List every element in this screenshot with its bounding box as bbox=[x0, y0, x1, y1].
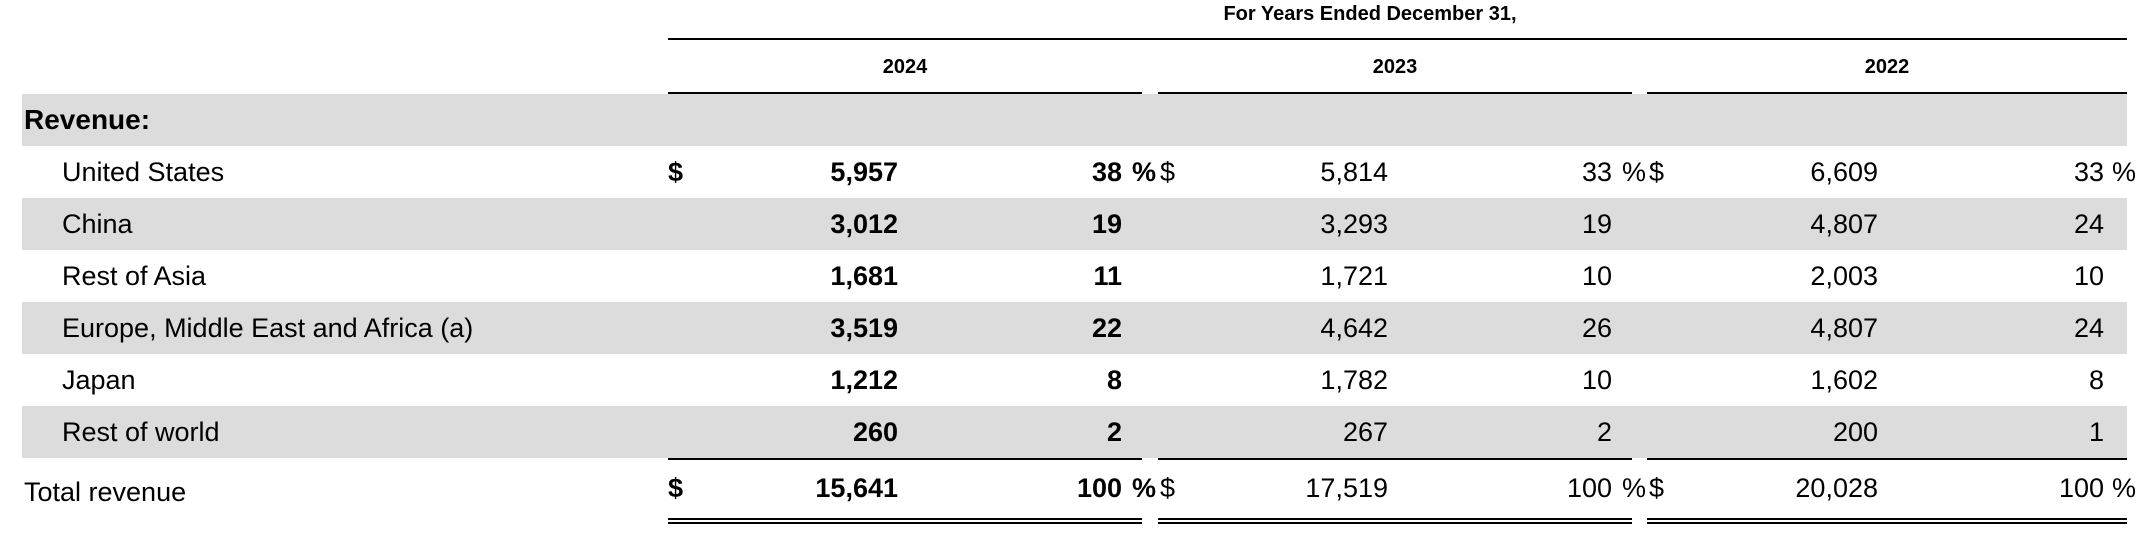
pct-2024: 2 bbox=[1106, 417, 1122, 447]
currency-symbol: $ bbox=[668, 473, 684, 503]
pct-2024: 11 bbox=[1093, 261, 1122, 291]
pct-2023: 10 bbox=[1581, 365, 1612, 395]
pct-2022: 24 bbox=[2073, 313, 2104, 343]
value-2024: 260 bbox=[852, 417, 898, 447]
pct-2023: 10 bbox=[1581, 261, 1612, 291]
currency-symbol: $ bbox=[1160, 157, 1176, 187]
row-label: Rest of Asia bbox=[62, 261, 207, 291]
pct-2022: 8 bbox=[2088, 365, 2104, 395]
value-2022: 1,602 bbox=[1810, 365, 1878, 395]
double-underline bbox=[1158, 518, 1632, 524]
total-pct-2022: 100 bbox=[2058, 473, 2104, 503]
total-pct-2024: 100 bbox=[1076, 473, 1122, 503]
pct-2022: 10 bbox=[2073, 261, 2104, 291]
year-2022-header: 2022 bbox=[1864, 56, 1910, 78]
value-2022: 4,807 bbox=[1810, 209, 1878, 239]
table-row: Rest of world 260 2 267 2 200 1 bbox=[22, 406, 2127, 458]
row-label: Rest of world bbox=[62, 417, 220, 447]
currency-symbol: $ bbox=[1649, 473, 1665, 503]
header-rule bbox=[668, 38, 2127, 40]
section-row bbox=[22, 94, 2127, 146]
percent-symbol: % bbox=[2112, 473, 2137, 503]
section-label: Revenue: bbox=[24, 104, 151, 135]
pct-2023: 33 bbox=[1581, 157, 1612, 187]
value-2023: 4,642 bbox=[1320, 313, 1388, 343]
total-2024: 15,641 bbox=[815, 473, 898, 503]
total-row: $ 15,641 100 % $ 17,519 100 % $ 20,028 1… bbox=[22, 462, 2136, 514]
pct-2022: 1 bbox=[2088, 417, 2104, 447]
pct-2022: 33 bbox=[2073, 157, 2104, 187]
value-2024: 1,681 bbox=[830, 261, 898, 291]
year-2023-header: 2023 bbox=[1372, 56, 1418, 78]
pct-2023: 19 bbox=[1581, 209, 1612, 239]
table-row: Japan 1,212 8 1,782 10 1,602 8 bbox=[22, 354, 2127, 406]
pct-2022: 24 bbox=[2073, 209, 2104, 239]
total-label: Total revenue bbox=[24, 477, 187, 507]
year-2023-underline bbox=[1158, 92, 1632, 94]
total-2022: 20,028 bbox=[1795, 473, 1878, 503]
value-2024: 3,012 bbox=[830, 209, 898, 239]
pct-2023: 2 bbox=[1596, 417, 1612, 447]
value-2024: 1,212 bbox=[830, 365, 898, 395]
percent-symbol: % bbox=[1622, 157, 1647, 187]
pct-2024: 8 bbox=[1106, 365, 1122, 395]
value-2022: 200 bbox=[1832, 417, 1878, 447]
total-2023: 17,519 bbox=[1305, 473, 1388, 503]
subtotal-rule-2022 bbox=[1647, 458, 2127, 460]
currency-symbol: $ bbox=[1160, 473, 1176, 503]
double-underline bbox=[1647, 518, 2127, 524]
table-row: Rest of Asia 1,681 11 1,721 10 2,003 10 bbox=[22, 250, 2127, 302]
pct-2024: 22 bbox=[1091, 313, 1122, 343]
percent-symbol: % bbox=[1132, 473, 1157, 503]
row-label: United States bbox=[62, 157, 225, 187]
year-2022-underline bbox=[1647, 92, 2127, 94]
value-2024: 3,519 bbox=[830, 313, 898, 343]
row-label: Japan bbox=[62, 365, 136, 395]
value-2024: 5,957 bbox=[830, 157, 898, 187]
pct-2024: 19 bbox=[1091, 209, 1122, 239]
year-2024-underline bbox=[668, 92, 1142, 94]
percent-symbol: % bbox=[2112, 157, 2137, 187]
row-label: Europe, Middle East and Africa (a) bbox=[62, 313, 474, 343]
table-row: China 3,012 19 3,293 19 4,807 24 bbox=[22, 198, 2127, 250]
total-pct-2023: 100 bbox=[1566, 473, 1612, 503]
value-2023: 5,814 bbox=[1320, 157, 1388, 187]
pct-2023: 26 bbox=[1581, 313, 1612, 343]
value-2022: 2,003 bbox=[1810, 261, 1878, 291]
percent-symbol: % bbox=[1132, 157, 1157, 187]
value-2023: 1,782 bbox=[1320, 365, 1388, 395]
year-2024-header: 2024 bbox=[882, 56, 928, 78]
double-underline bbox=[668, 518, 1142, 524]
value-2022: 4,807 bbox=[1810, 313, 1878, 343]
value-2022: 6,609 bbox=[1810, 157, 1878, 187]
currency-symbol: $ bbox=[1649, 157, 1665, 187]
row-label: China bbox=[62, 209, 133, 239]
pct-2024: 38 bbox=[1091, 157, 1122, 187]
table-row: United States $ 5,957 38 % $ 5,814 33 % … bbox=[22, 146, 2136, 198]
subtotal-rule-2024 bbox=[668, 458, 1142, 460]
percent-symbol: % bbox=[1622, 473, 1647, 503]
currency-symbol: $ bbox=[668, 157, 684, 187]
value-2023: 267 bbox=[1342, 417, 1388, 447]
value-2023: 1,721 bbox=[1320, 261, 1388, 291]
table-row: Europe, Middle East and Africa (a) 3,519… bbox=[22, 302, 2127, 354]
subtotal-rule-2023 bbox=[1158, 458, 1632, 460]
period-header: For Years Ended December 31, bbox=[1223, 3, 1517, 25]
value-2023: 3,293 bbox=[1320, 209, 1388, 239]
